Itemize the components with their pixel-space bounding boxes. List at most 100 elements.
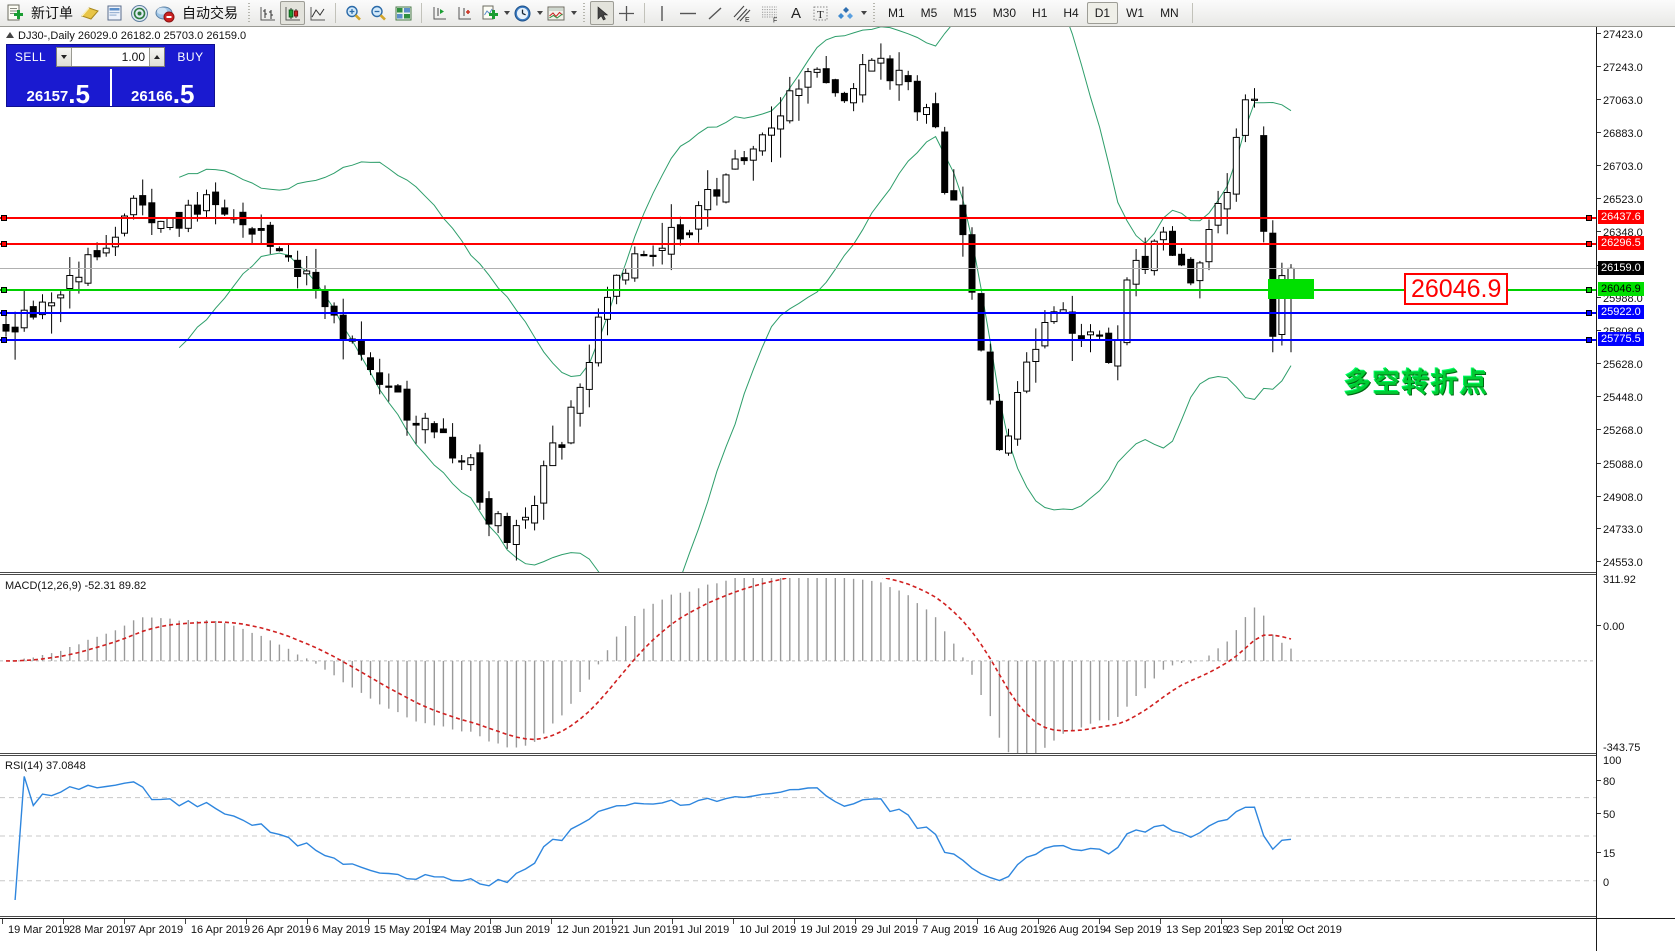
date-label: 10 Jul 2019 <box>739 924 797 936</box>
price-badge-resistance[interactable]: 26437.6 <box>1598 210 1644 225</box>
fibonacci-icon[interactable]: F <box>756 1 784 25</box>
date-tick <box>1160 919 1162 924</box>
autotrade-label[interactable]: 自动交易 <box>182 5 238 21</box>
collapse-triangle-icon[interactable] <box>6 32 14 38</box>
pane-separator-1 <box>0 572 1596 575</box>
buy-price-fraction: .5 <box>172 79 195 109</box>
shapes-icon[interactable] <box>833 1 859 25</box>
price-badge-support[interactable]: 25775.5 <box>1598 331 1644 346</box>
date-label: 16 Apr 2019 <box>190 924 251 936</box>
date-label: 12 Jun 2019 <box>556 924 618 936</box>
svg-text:T: T <box>817 9 824 21</box>
date-label: 15 May 2019 <box>373 924 438 936</box>
toolbar-separator-4 <box>870 2 877 24</box>
bar-chart-icon[interactable] <box>255 1 280 25</box>
buy-label[interactable]: BUY <box>177 50 204 64</box>
price-tick: 24733.0 <box>1597 524 1643 536</box>
date-axis[interactable]: 19 Mar 2019 28 Mar 2019 7 Apr 2019 16 Apr 2… <box>0 918 1596 951</box>
date-label: 28 Mar 2019 <box>68 924 131 936</box>
indicators-dropdown-caret[interactable] <box>504 11 510 15</box>
macd-pane[interactable] <box>0 578 1596 753</box>
sell-label[interactable]: SELL <box>14 50 47 64</box>
date-tick <box>672 919 674 924</box>
text-label-icon[interactable]: T <box>808 1 833 25</box>
price-tick: 26523.0 <box>1597 194 1643 206</box>
date-tick <box>794 919 796 924</box>
new-order-label[interactable]: 新订单 <box>31 5 73 21</box>
toolbar-separator-3 <box>580 2 587 24</box>
timeframe-m15[interactable]: M15 <box>953 6 977 20</box>
shapes-dropdown-caret[interactable] <box>861 11 867 15</box>
line-chart-icon[interactable] <box>305 1 330 25</box>
chart-shift-icon[interactable] <box>452 1 477 25</box>
date-label: 2 Oct 2019 <box>1288 924 1342 936</box>
timeframe-h1[interactable]: H1 <box>1032 6 1048 20</box>
date-tick <box>1038 919 1040 924</box>
sell-button[interactable]: 26157.5 <box>7 69 112 107</box>
volume-increase-button[interactable] <box>149 48 164 66</box>
terminal-icon[interactable] <box>103 1 127 25</box>
period-clock-icon[interactable] <box>510 1 535 25</box>
equidistant-channel-icon[interactable]: E <box>728 1 756 25</box>
zoom-out-icon[interactable] <box>366 1 391 25</box>
timeframe-m5[interactable]: M5 <box>920 6 938 20</box>
date-tick <box>367 919 369 924</box>
volume-decrease-button[interactable] <box>57 48 72 66</box>
timeframe-w1[interactable]: W1 <box>1126 6 1145 20</box>
horizontal-line-icon[interactable] <box>674 1 702 25</box>
period-dropdown-caret[interactable] <box>537 11 543 15</box>
main-toolbar: 新订单 自动交易 <box>0 0 1675 27</box>
price-axis[interactable]: 27423.0 27243.0 27063.0 26883.0 26703.0 26523… <box>1596 27 1675 918</box>
market-watch-icon[interactable] <box>127 1 152 25</box>
candlestick-chart-icon[interactable] <box>280 1 305 25</box>
trendline-icon[interactable] <box>702 1 728 25</box>
timeframe-mn[interactable]: MN <box>1160 6 1179 20</box>
auto-scroll-icon[interactable] <box>427 1 452 25</box>
autotrade-icon[interactable] <box>152 1 178 25</box>
price-badge-resistance[interactable]: 26296.5 <box>1598 236 1644 251</box>
date-label: 13 Sep 2019 <box>1166 924 1229 936</box>
price-tick: 24553.0 <box>1597 557 1643 569</box>
date-label: 26 Aug 2019 <box>1044 924 1106 936</box>
date-tick <box>306 919 308 924</box>
date-label: 7 Apr 2019 <box>129 924 184 936</box>
date-tick <box>916 919 918 924</box>
templates-icon[interactable] <box>543 1 569 25</box>
buy-button[interactable]: 26166.5 <box>112 69 215 109</box>
tile-windows-icon[interactable] <box>391 1 416 25</box>
macd-canvas <box>0 578 1596 753</box>
vertical-line-icon[interactable] <box>650 1 674 25</box>
timeframe-m30[interactable]: M30 <box>992 6 1017 20</box>
timeframe-h4[interactable]: H4 <box>1063 6 1079 20</box>
price-badge-last-price[interactable]: 26159.0 <box>1598 261 1644 276</box>
zoom-in-icon[interactable] <box>341 1 366 25</box>
expert-advisors-icon[interactable] <box>77 1 103 25</box>
cursor-icon[interactable] <box>590 1 614 25</box>
timeframe-d1[interactable]: D1 <box>1086 2 1119 24</box>
date-label: 19 Mar 2019 <box>8 924 70 936</box>
main-price-pane[interactable] <box>0 27 1596 572</box>
volume-stepper[interactable]: 1.00 <box>56 47 165 67</box>
price-badge-support[interactable]: 25922.0 <box>1598 305 1644 320</box>
price-badge-pivot[interactable]: 26046.9 <box>1598 282 1644 297</box>
axis-tick: 50 <box>1597 809 1615 821</box>
text-icon[interactable]: A <box>790 4 801 22</box>
indicators-icon[interactable] <box>477 1 502 25</box>
price-tick: 25448.0 <box>1597 392 1643 404</box>
pivot-price-callout[interactable]: 26046.9 <box>1404 273 1509 306</box>
rsi-pane[interactable] <box>0 758 1596 918</box>
new-order-icon[interactable] <box>2 1 27 25</box>
date-tick <box>184 919 186 924</box>
pane-bottom-border <box>0 916 1596 918</box>
templates-dropdown-caret[interactable] <box>571 11 577 15</box>
price-tick: 25268.0 <box>1597 425 1643 437</box>
one-click-trading-panel[interactable]: SELL 1.00 BUY 26157.5 26166.5 <box>6 44 215 107</box>
crosshair-icon[interactable] <box>614 1 639 25</box>
volume-input[interactable]: 1.00 <box>72 48 149 66</box>
pane-separator-2 <box>0 753 1596 756</box>
axis-corner <box>1596 918 1675 951</box>
timeframe-m1[interactable]: M1 <box>888 6 905 20</box>
axis-tick: 0 <box>1603 877 1610 889</box>
date-tick <box>489 919 491 924</box>
price-tick: 27423.0 <box>1597 29 1643 41</box>
